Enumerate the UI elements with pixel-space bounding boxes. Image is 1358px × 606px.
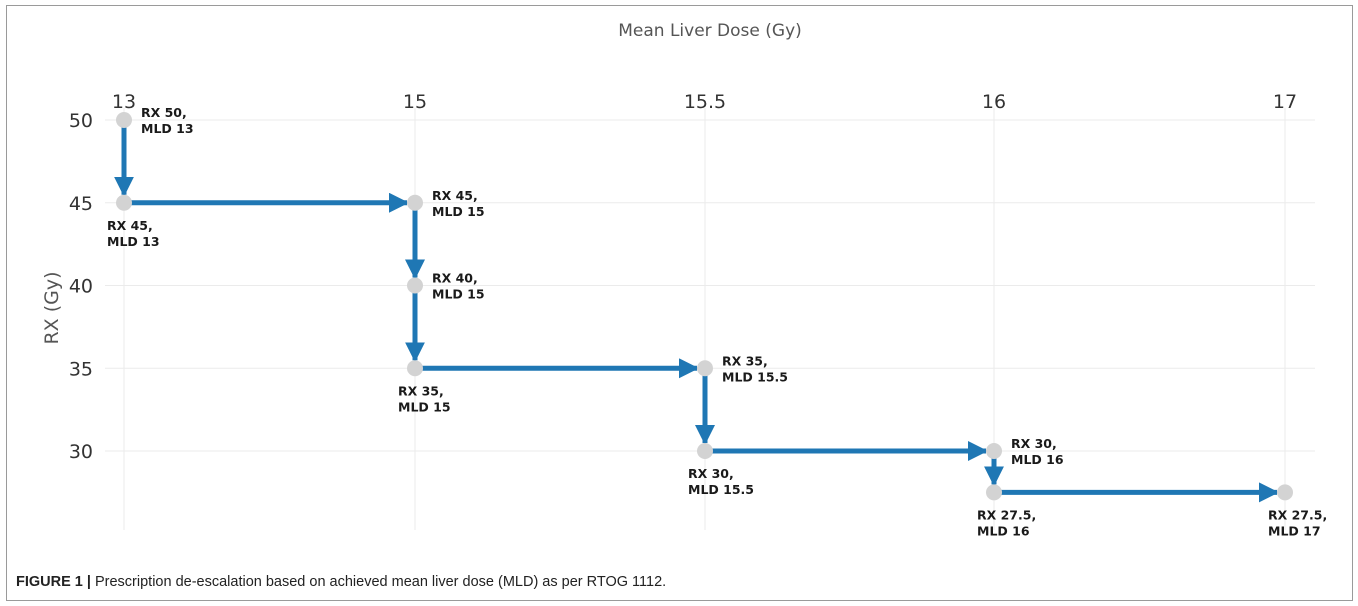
data-point bbox=[407, 277, 423, 294]
chart-frame bbox=[6, 5, 1353, 601]
point-label: RX 30, MLD 15.5 bbox=[688, 466, 754, 497]
y-tick-label: 30 bbox=[69, 441, 93, 463]
point-label: RX 40, MLD 15 bbox=[432, 271, 485, 302]
point-label: RX 45, MLD 15 bbox=[432, 188, 485, 219]
data-point bbox=[116, 112, 132, 128]
x-tick-label: 17 bbox=[1273, 91, 1297, 113]
x-tick-label: 16 bbox=[982, 91, 1006, 113]
point-label: RX 27.5, MLD 16 bbox=[977, 507, 1036, 538]
point-labels: RX 50, MLD 13 RX 45, MLD 13 RX 45, MLD 15 RX 4… bbox=[107, 105, 1327, 538]
points bbox=[116, 112, 1293, 501]
arrows bbox=[114, 126, 1280, 503]
figure-caption: FIGURE 1 | Prescription de-escalation ba… bbox=[16, 574, 666, 590]
point-label: RX 30, MLD 16 bbox=[1011, 436, 1064, 467]
caption-text: Prescription de-escalation based on achi… bbox=[90, 574, 667, 590]
x-axis-title: Mean Liver Dose (Gy) bbox=[618, 21, 802, 41]
y-tick-label: 50 bbox=[69, 110, 93, 132]
y-axis-title: RX (Gy) bbox=[41, 271, 63, 344]
y-tick-label: 35 bbox=[69, 358, 93, 380]
figure-number: FIGURE 1 | bbox=[16, 574, 91, 590]
data-point bbox=[697, 443, 713, 459]
x-tick-label: 15 bbox=[403, 91, 427, 113]
data-point bbox=[697, 360, 713, 377]
data-point bbox=[407, 360, 423, 377]
point-label: RX 45, MLD 13 bbox=[107, 218, 160, 249]
y-tick-label: 45 bbox=[69, 193, 93, 215]
data-point bbox=[986, 443, 1002, 459]
data-point bbox=[407, 194, 423, 211]
point-label: RX 50, MLD 13 bbox=[141, 105, 194, 136]
chart: Mean Liver Dose (Gy) RX (Gy) 13 15 15.5 16 1… bbox=[41, 21, 1327, 538]
x-tick-label: 15.5 bbox=[684, 91, 726, 113]
point-label: RX 35, MLD 15.5 bbox=[722, 353, 788, 384]
point-label: RX 27.5, MLD 17 bbox=[1268, 507, 1327, 538]
y-tick-label: 40 bbox=[69, 276, 93, 298]
point-label: RX 35, MLD 15 bbox=[398, 383, 451, 414]
data-point bbox=[1277, 484, 1293, 501]
y-axis-ticks: 50 45 40 35 30 bbox=[69, 110, 93, 463]
x-tick-label: 13 bbox=[112, 91, 136, 113]
data-point bbox=[986, 484, 1002, 501]
x-axis-ticks: 13 15 15.5 16 17 bbox=[112, 91, 1297, 113]
data-point bbox=[116, 194, 132, 211]
